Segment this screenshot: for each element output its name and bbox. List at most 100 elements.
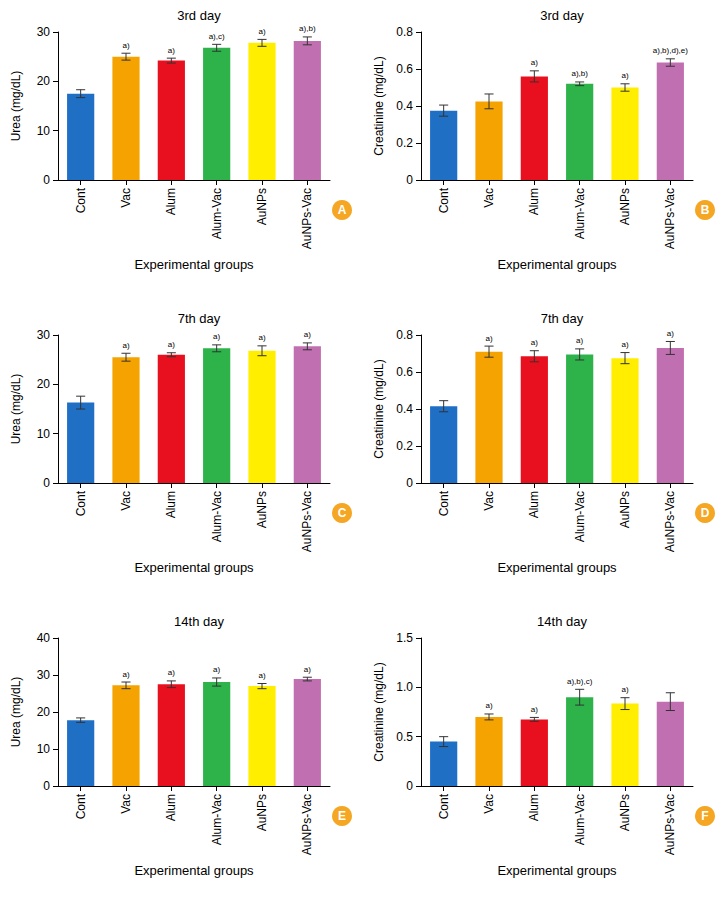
svg-text:a): a) <box>304 665 311 674</box>
svg-text:40: 40 <box>37 631 51 645</box>
svg-text:20: 20 <box>37 705 51 719</box>
svg-text:Cont: Cont <box>74 793 88 819</box>
svg-text:0.4: 0.4 <box>396 99 413 113</box>
svg-text:0.5: 0.5 <box>396 730 413 744</box>
svg-text:a): a) <box>531 705 538 714</box>
svg-text:Cont: Cont <box>437 490 451 516</box>
svg-text:20: 20 <box>37 377 51 391</box>
svg-text:Creatinine (mg/dL): Creatinine (mg/dL) <box>372 359 386 458</box>
svg-text:a): a) <box>621 685 628 694</box>
svg-text:E: E <box>338 809 346 823</box>
svg-text:Cont: Cont <box>437 187 451 213</box>
svg-text:Experimental groups: Experimental groups <box>497 560 617 575</box>
svg-text:1.0: 1.0 <box>396 680 413 694</box>
svg-text:AuNPs-Vac: AuNPs-Vac <box>663 491 677 552</box>
svg-text:a): a) <box>621 71 628 80</box>
svg-text:a): a) <box>168 668 175 677</box>
svg-text:AuNPs-Vac: AuNPs-Vac <box>300 188 314 249</box>
svg-text:10: 10 <box>37 124 51 138</box>
svg-text:D: D <box>701 506 710 520</box>
svg-text:0.6: 0.6 <box>396 365 413 379</box>
svg-text:Vac: Vac <box>119 491 133 511</box>
svg-text:Vac: Vac <box>119 188 133 208</box>
svg-text:Alum-Vac: Alum-Vac <box>573 491 587 542</box>
svg-text:1.5: 1.5 <box>396 631 413 645</box>
svg-text:Alum-Vac: Alum-Vac <box>573 188 587 239</box>
svg-text:AuNPs-Vac: AuNPs-Vac <box>663 188 677 249</box>
svg-text:0: 0 <box>406 173 413 187</box>
svg-text:Alum-Vac: Alum-Vac <box>210 491 224 542</box>
svg-text:Alum: Alum <box>164 188 178 215</box>
svg-text:Experimental groups: Experimental groups <box>134 863 254 878</box>
svg-text:Alum: Alum <box>164 491 178 518</box>
svg-text:Vac: Vac <box>482 491 496 511</box>
svg-text:a),b): a),b) <box>571 69 588 78</box>
svg-text:a): a) <box>531 338 538 347</box>
svg-text:Cont: Cont <box>437 793 451 819</box>
svg-text:Cont: Cont <box>74 490 88 516</box>
svg-text:Creatinine (mg/dL): Creatinine (mg/dL) <box>372 56 386 155</box>
svg-text:14th day: 14th day <box>174 614 224 629</box>
svg-text:AuNPs: AuNPs <box>618 188 632 225</box>
svg-text:0: 0 <box>43 779 50 793</box>
svg-text:Vac: Vac <box>482 794 496 814</box>
svg-text:Urea (mg/dL): Urea (mg/dL) <box>9 677 23 748</box>
svg-text:a): a) <box>168 46 175 55</box>
svg-text:Creatinine (mg/dL): Creatinine (mg/dL) <box>372 662 386 761</box>
svg-text:a): a) <box>213 332 220 341</box>
svg-text:a): a) <box>667 329 674 338</box>
svg-text:AuNPs: AuNPs <box>255 794 269 831</box>
svg-text:0: 0 <box>406 476 413 490</box>
svg-text:AuNPs: AuNPs <box>255 491 269 528</box>
svg-text:B: B <box>701 203 710 217</box>
svg-text:a): a) <box>304 330 311 339</box>
svg-text:A: A <box>338 203 347 217</box>
svg-text:Alum: Alum <box>164 794 178 821</box>
svg-text:3rd day: 3rd day <box>540 8 584 23</box>
svg-text:20: 20 <box>37 74 51 88</box>
svg-text:0.2: 0.2 <box>396 439 413 453</box>
svg-text:10: 10 <box>37 427 51 441</box>
svg-text:AuNPs-Vac: AuNPs-Vac <box>663 794 677 855</box>
svg-text:AuNPs: AuNPs <box>618 794 632 831</box>
svg-text:Vac: Vac <box>119 794 133 814</box>
svg-text:a): a) <box>576 336 583 345</box>
svg-text:7th day: 7th day <box>178 311 221 326</box>
svg-text:a),b): a),b) <box>299 24 316 33</box>
svg-text:a): a) <box>531 58 538 67</box>
svg-text:a): a) <box>122 341 129 350</box>
svg-text:3rd day: 3rd day <box>177 8 221 23</box>
svg-text:Alum-Vac: Alum-Vac <box>210 188 224 239</box>
svg-text:Alum: Alum <box>527 188 541 215</box>
svg-text:a): a) <box>258 333 265 342</box>
svg-text:0.6: 0.6 <box>396 62 413 76</box>
svg-text:Experimental groups: Experimental groups <box>134 560 254 575</box>
svg-text:a): a) <box>168 340 175 349</box>
svg-text:Urea (mg/dL): Urea (mg/dL) <box>9 71 23 142</box>
svg-text:30: 30 <box>37 328 51 342</box>
svg-text:AuNPs: AuNPs <box>255 188 269 225</box>
svg-text:a),b),d),e): a),b),d),e) <box>653 46 688 55</box>
svg-text:a),c): a),c) <box>209 32 225 41</box>
svg-text:30: 30 <box>37 25 51 39</box>
svg-text:a): a) <box>122 670 129 679</box>
svg-text:a): a) <box>485 334 492 343</box>
svg-text:a): a) <box>621 340 628 349</box>
svg-text:a): a) <box>258 671 265 680</box>
svg-text:0.2: 0.2 <box>396 136 413 150</box>
svg-text:a),b),c): a),b),c) <box>567 677 593 686</box>
svg-text:Experimental groups: Experimental groups <box>497 257 617 272</box>
svg-text:a): a) <box>213 665 220 674</box>
svg-text:Alum-Vac: Alum-Vac <box>210 794 224 845</box>
svg-text:Cont: Cont <box>74 187 88 213</box>
svg-text:AuNPs-Vac: AuNPs-Vac <box>300 491 314 552</box>
svg-text:0.8: 0.8 <box>396 25 413 39</box>
svg-text:0: 0 <box>43 476 50 490</box>
svg-text:a): a) <box>485 701 492 710</box>
svg-text:a): a) <box>122 41 129 50</box>
svg-text:AuNPs: AuNPs <box>618 491 632 528</box>
svg-text:a): a) <box>258 27 265 36</box>
svg-text:7th day: 7th day <box>541 311 584 326</box>
svg-text:0.8: 0.8 <box>396 328 413 342</box>
svg-text:Experimental groups: Experimental groups <box>497 863 617 878</box>
